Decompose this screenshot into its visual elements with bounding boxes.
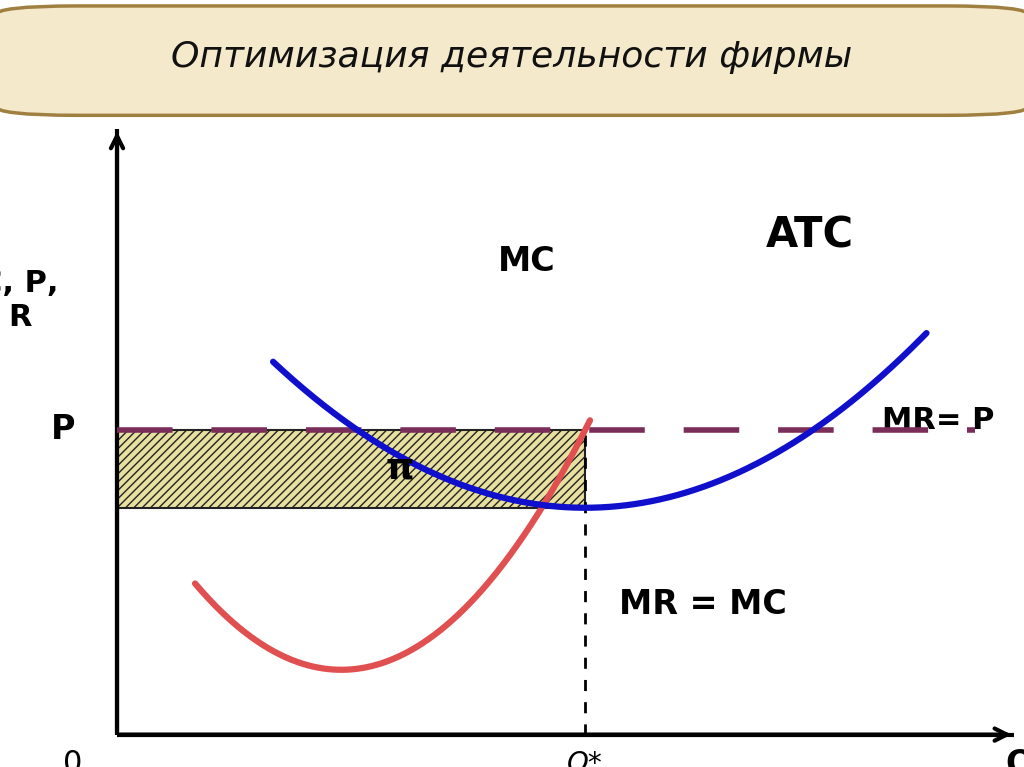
FancyBboxPatch shape	[0, 6, 1024, 115]
Text: MR = MC: MR = MC	[620, 588, 787, 621]
Text: Q*: Q*	[567, 750, 603, 767]
Text: π: π	[386, 452, 414, 486]
Text: MR= P: MR= P	[883, 406, 994, 435]
Text: MC: MC	[498, 245, 555, 278]
Text: 0: 0	[63, 749, 83, 767]
Text: С, Р,
R: С, Р, R	[0, 269, 58, 331]
Text: Оптимизация деятельности фирмы: Оптимизация деятельности фирмы	[171, 40, 853, 74]
Bar	[117, 430, 585, 508]
Text: Q: Q	[1005, 747, 1024, 767]
Text: P: P	[51, 413, 76, 446]
Text: ATC: ATC	[765, 215, 854, 256]
